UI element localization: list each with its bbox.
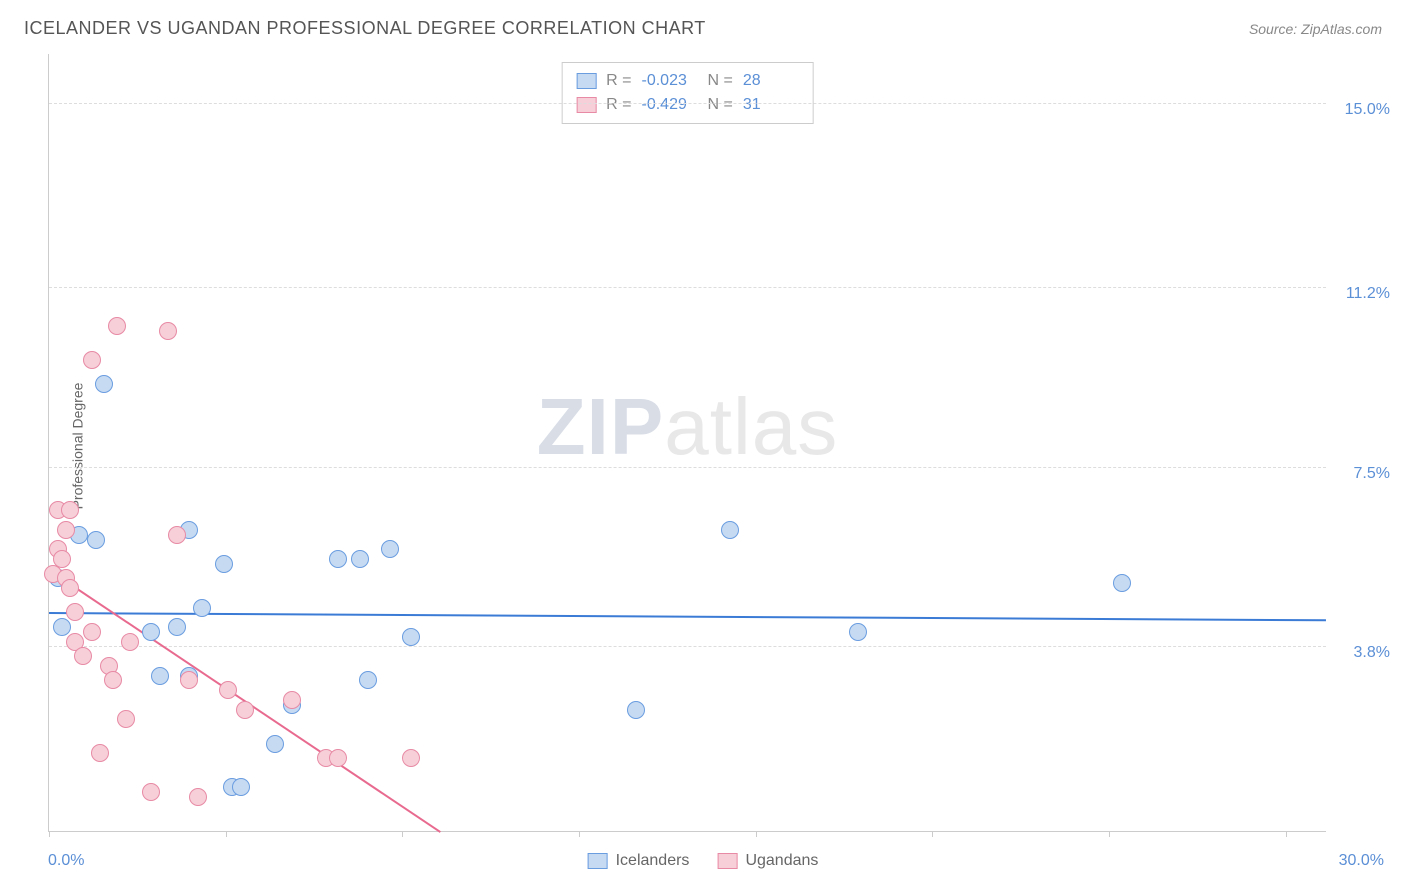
x-min-label: 0.0% [48, 852, 84, 870]
data-point [189, 788, 207, 806]
data-point [53, 550, 71, 568]
data-point [351, 550, 369, 568]
x-tick [1286, 831, 1287, 837]
data-point [74, 647, 92, 665]
gridline [49, 467, 1326, 468]
data-point [61, 501, 79, 519]
x-tick [49, 831, 50, 837]
swatch-ugandans-icon [717, 853, 737, 869]
data-point [91, 744, 109, 762]
x-max-label: 30.0% [1339, 852, 1384, 870]
gridline [49, 646, 1326, 647]
x-tick [756, 831, 757, 837]
data-point [232, 778, 250, 796]
data-point [168, 618, 186, 636]
data-point [1113, 574, 1131, 592]
data-point [83, 623, 101, 641]
data-point [159, 322, 177, 340]
data-point [219, 681, 237, 699]
swatch-ugandans [576, 97, 596, 113]
data-point [329, 749, 347, 767]
data-point [95, 375, 113, 393]
data-point [849, 623, 867, 641]
data-point [402, 749, 420, 767]
gridline [49, 287, 1326, 288]
data-point [108, 317, 126, 335]
data-point [117, 710, 135, 728]
x-tick [579, 831, 580, 837]
data-point [142, 783, 160, 801]
data-point [402, 628, 420, 646]
y-tick-label: 7.5% [1354, 465, 1390, 483]
data-point [57, 521, 75, 539]
data-point [83, 351, 101, 369]
data-point [180, 671, 198, 689]
chart-title: ICELANDER VS UGANDAN PROFESSIONAL DEGREE… [24, 18, 706, 39]
swatch-icelanders-icon [588, 853, 608, 869]
data-point [121, 633, 139, 651]
legend-item-ugandans: Ugandans [717, 852, 818, 870]
data-point [236, 701, 254, 719]
data-point [87, 531, 105, 549]
y-tick-label: 15.0% [1345, 101, 1390, 119]
x-tick [226, 831, 227, 837]
swatch-icelanders [576, 73, 596, 89]
source-label: Source: ZipAtlas.com [1249, 21, 1382, 37]
watermark: ZIPatlas [537, 381, 838, 473]
data-point [283, 691, 301, 709]
data-point [66, 603, 84, 621]
data-point [359, 671, 377, 689]
data-point [266, 735, 284, 753]
data-point [104, 671, 122, 689]
data-point [329, 550, 347, 568]
x-tick [1109, 831, 1110, 837]
data-point [627, 701, 645, 719]
series-legend: Icelanders Ugandans [588, 852, 819, 870]
x-tick [932, 831, 933, 837]
data-point [142, 623, 160, 641]
data-point [151, 667, 169, 685]
data-point [61, 579, 79, 597]
legend-item-icelanders: Icelanders [588, 852, 690, 870]
regression-line [49, 612, 1326, 621]
x-tick [402, 831, 403, 837]
data-point [168, 526, 186, 544]
y-tick-label: 3.8% [1354, 644, 1390, 662]
stats-row-icelanders: R =-0.023 N =28 [576, 69, 799, 93]
stats-legend: R =-0.023 N =28 R =-0.429 N =31 [561, 62, 814, 124]
data-point [53, 618, 71, 636]
data-point [193, 599, 211, 617]
data-point [215, 555, 233, 573]
data-point [721, 521, 739, 539]
data-point [381, 540, 399, 558]
stats-row-ugandans: R =-0.429 N =31 [576, 93, 799, 117]
y-tick-label: 11.2% [1346, 285, 1390, 303]
chart-plot-area: ZIPatlas R =-0.023 N =28 R =-0.429 N =31… [48, 54, 1326, 832]
gridline [49, 103, 1326, 104]
